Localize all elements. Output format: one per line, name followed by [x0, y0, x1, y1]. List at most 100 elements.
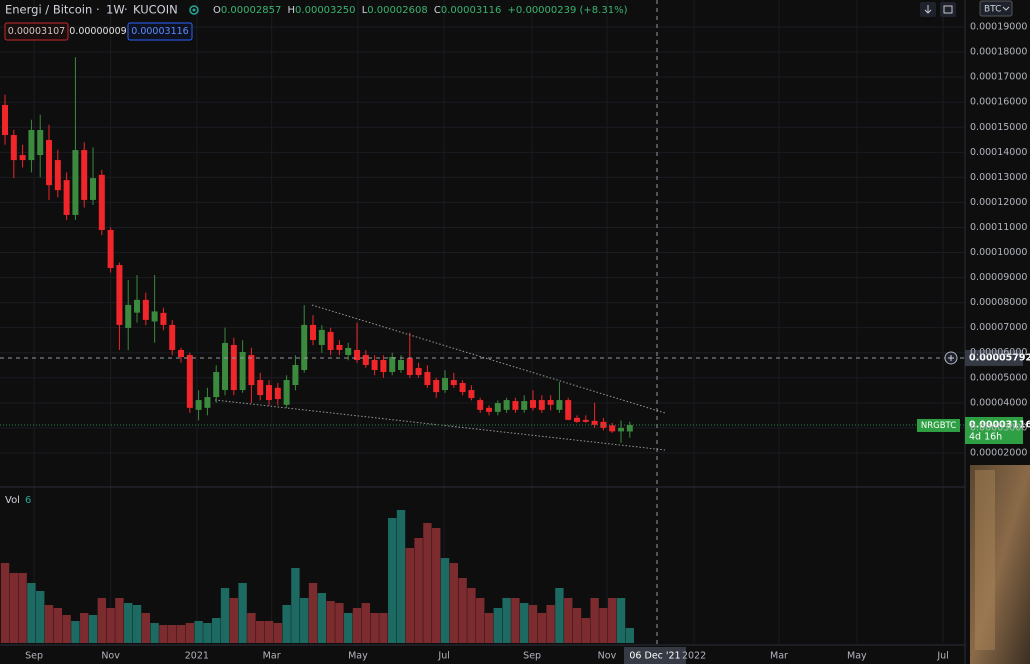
symbol-label: NRGBTC [921, 421, 956, 431]
volume-bar [150, 623, 159, 643]
candle-body [213, 372, 220, 398]
ohlc-key: O [213, 5, 221, 16]
volume-bar [159, 625, 168, 643]
volume-bar [124, 603, 133, 643]
volume-length: 6 [25, 495, 31, 506]
spread: 0.00000009 [69, 26, 126, 37]
volume-bar [238, 583, 247, 643]
crosshair-price: 0.00005792 [969, 352, 1030, 363]
candle-body [362, 354, 369, 366]
candle-body [494, 403, 501, 412]
candle-body [28, 130, 35, 161]
candle-body [178, 349, 185, 357]
candle-body [521, 401, 528, 410]
candle-body [54, 160, 61, 191]
candle-body [72, 150, 79, 215]
volume-bar [220, 588, 230, 643]
volume-legend: Vol 6 [5, 495, 31, 506]
candle-body [160, 312, 167, 325]
candle-body [142, 299, 149, 320]
ask[interactable]: 0.00003116 [131, 26, 188, 37]
candle-body [46, 140, 53, 186]
grid [0, 0, 965, 643]
volume-bar [317, 593, 327, 643]
candle-body [380, 359, 387, 373]
candle-body [530, 400, 537, 408]
volume-bar [361, 603, 371, 643]
volume-bar [467, 588, 476, 643]
ohlc-key: C [434, 5, 441, 16]
exchange[interactable]: KUCOIN [133, 3, 178, 17]
volume-bar [212, 618, 221, 643]
candle-body [116, 265, 123, 325]
crosshair-date: 06 Dec '21 [629, 651, 680, 662]
volume-bar [264, 621, 274, 643]
candle-body [415, 368, 422, 376]
ask-box[interactable] [127, 22, 193, 41]
candle-body [424, 372, 431, 386]
currency-button[interactable] [979, 0, 1013, 17]
interval[interactable]: 1W [106, 3, 125, 17]
candle-body [442, 378, 449, 391]
reset-button[interactable] [940, 2, 956, 17]
candle-body [169, 324, 176, 350]
candle-body [90, 178, 97, 200]
volume-bar [291, 568, 300, 643]
candle-body [222, 342, 229, 391]
volume-bar [388, 518, 397, 643]
volume-bar [572, 608, 582, 643]
bid[interactable]: 0.00003107 [8, 26, 65, 37]
download-icon [924, 5, 932, 14]
volume-bar [396, 510, 406, 643]
volume-bar [44, 605, 54, 643]
bid-box[interactable] [4, 22, 69, 41]
ohlc-key: L [362, 5, 368, 16]
volume-bar [229, 598, 239, 643]
volume-bar [53, 608, 63, 643]
candle-body [547, 400, 554, 405]
volume-bar [599, 608, 608, 643]
symbol-title[interactable]: Energi / Bitcoin [5, 3, 92, 17]
y-tick-label: 0.00006000 [970, 347, 1027, 358]
plus-icon [948, 354, 954, 361]
x-tick-label: 2021 [185, 651, 209, 662]
candle-body [327, 331, 334, 350]
candle-body [398, 359, 405, 371]
market-status[interactable] [189, 5, 199, 15]
countdown: 4d 16h [969, 431, 1002, 442]
currency[interactable]: BTC [984, 5, 1001, 15]
volume-bar [590, 598, 599, 643]
crosshair-date-box [624, 647, 686, 664]
volume-bar [62, 615, 71, 643]
symbol-header[interactable]: Energi / Bitcoin · 1W · KUCOIN O0.000028… [4, 3, 628, 41]
volume-bar [0, 563, 10, 643]
candle-body [10, 135, 17, 161]
candle-body [486, 407, 493, 412]
volume-bar [423, 523, 432, 643]
last-price-box [965, 416, 1023, 444]
volume-bar [300, 598, 309, 643]
x-tick-label: Jul [936, 651, 948, 662]
candle-body [618, 427, 625, 432]
volume-bar [555, 588, 564, 643]
volume-bar [282, 605, 291, 643]
candle-body [2, 104, 9, 136]
ohlc-value: 0.00003250 [295, 5, 355, 16]
candle-body [301, 324, 308, 371]
reset-icon [943, 5, 953, 14]
volume-bar [97, 598, 107, 643]
candle-body [389, 356, 396, 373]
volume-bar [520, 603, 529, 643]
volume-bar [440, 558, 450, 643]
y-tick-label: 0.00007000 [970, 322, 1027, 333]
volume-bar [106, 608, 115, 643]
candle-body [318, 329, 325, 345]
y-tick-label: 0.00015000 [970, 122, 1027, 133]
volume-bar [546, 605, 555, 643]
candle-body [354, 349, 361, 360]
ohlc-value: 0.00002857 [221, 5, 281, 16]
volume-bar [616, 598, 626, 643]
volume-bar [141, 613, 151, 643]
candles [2, 57, 633, 443]
